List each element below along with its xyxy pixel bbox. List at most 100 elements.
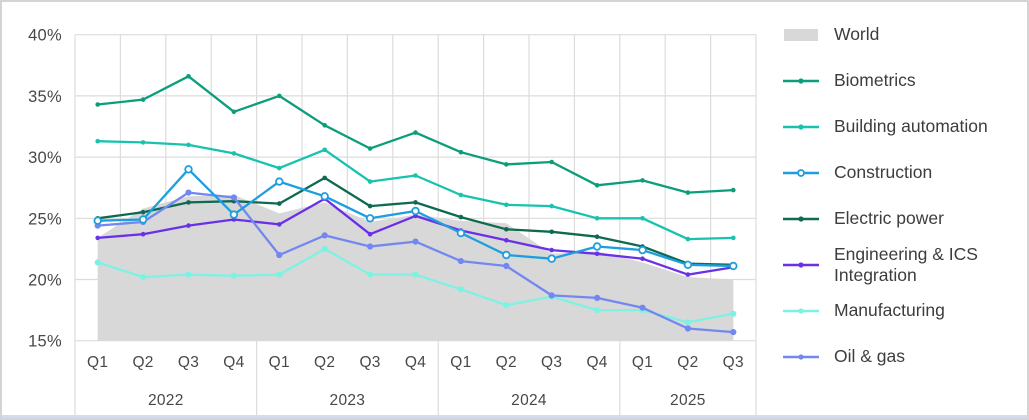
series-building-automation: [95, 138, 736, 242]
y-tick-label: 25%: [28, 210, 62, 228]
point-oil-gas: [548, 292, 555, 299]
point-engineering-ics-integration: [504, 238, 509, 243]
y-tick-label: 40%: [28, 27, 62, 45]
x-quarter-label: Q3: [178, 354, 199, 371]
legend-item-construction[interactable]: Construction: [783, 150, 1025, 196]
point-construction: [320, 192, 329, 201]
point-building-automation: [140, 140, 146, 145]
point-biometrics: [731, 187, 736, 193]
legend-swatch-engineering-ics-integration: [783, 262, 819, 268]
point-electric-power: [594, 234, 600, 239]
point-construction: [456, 228, 466, 238]
x-quarter-label: Q4: [586, 354, 607, 371]
point-oil-gas: [321, 232, 328, 239]
point-engineering-ics-integration: [186, 223, 191, 228]
point-construction: [683, 260, 693, 269]
point-building-automation: [367, 179, 373, 184]
point-biometrics: [504, 162, 509, 167]
legend-item-manufacturing[interactable]: Manufacturing: [783, 288, 1025, 334]
x-quarter-label: Q2: [677, 354, 698, 371]
x-quarter-label: Q3: [359, 354, 380, 371]
point-oil-gas: [185, 189, 192, 196]
point-building-automation: [504, 202, 509, 208]
x-year-label: 2022: [148, 392, 184, 409]
point-manufacturing: [457, 286, 464, 293]
point-engineering-ics-integration: [277, 222, 282, 227]
point-biometrics: [685, 190, 691, 195]
point-biometrics: [186, 74, 191, 79]
point-biometrics: [549, 159, 554, 165]
x-quarter-label: Q2: [314, 354, 335, 371]
point-construction: [365, 214, 375, 223]
point-electric-power: [322, 175, 328, 181]
point-engineering-ics-integration: [640, 256, 645, 261]
point-construction: [229, 210, 239, 219]
point-electric-power: [458, 214, 464, 220]
legend-item-electric-power[interactable]: Electric power: [783, 196, 1025, 242]
point-oil-gas: [367, 243, 374, 250]
y-tick-label: 30%: [28, 149, 62, 167]
legend-label: Electric power: [834, 208, 944, 229]
x-year-label: 2025: [670, 392, 706, 409]
legend-item-building-automation[interactable]: Building automation: [783, 104, 1025, 150]
legend-label: Construction: [834, 162, 933, 183]
point-manufacturing: [730, 310, 737, 317]
legend-label: Biometrics: [834, 70, 916, 91]
point-building-automation: [594, 216, 600, 221]
point-manufacturing: [140, 274, 147, 281]
point-manufacturing: [276, 271, 283, 278]
point-manufacturing: [94, 259, 101, 266]
legend-swatch-manufacturing: [783, 308, 819, 314]
point-oil-gas: [457, 258, 464, 265]
legend-item-oil-gas[interactable]: Oil & gas: [783, 334, 1025, 380]
point-construction: [729, 261, 738, 271]
point-engineering-ics-integration: [594, 251, 600, 257]
point-oil-gas: [594, 294, 601, 301]
series-biometrics: [95, 74, 736, 195]
y-tick-label: 20%: [28, 272, 62, 290]
point-manufacturing: [412, 271, 419, 278]
point-biometrics: [231, 109, 237, 115]
legend-item-biometrics[interactable]: Biometrics: [783, 58, 1025, 104]
x-year-label: 2023: [330, 392, 366, 409]
point-construction: [411, 206, 420, 216]
point-engineering-ics-integration: [95, 235, 100, 241]
legend-label: Engineering & ICS Integration: [834, 243, 978, 285]
point-construction: [547, 254, 556, 263]
point-biometrics: [95, 102, 100, 107]
x-quarter-label: Q4: [223, 354, 244, 371]
point-engineering-ics-integration: [549, 247, 554, 253]
point-building-automation: [413, 173, 418, 178]
point-manufacturing: [230, 272, 237, 279]
series-engineering-ics-integration: [95, 196, 736, 277]
point-biometrics: [413, 130, 418, 135]
point-construction: [638, 245, 647, 255]
legend-item-world[interactable]: World: [783, 12, 1025, 58]
point-electric-power: [549, 229, 554, 235]
point-building-automation: [640, 216, 645, 221]
x-quarter-label: Q1: [632, 354, 653, 371]
point-manufacturing: [321, 245, 328, 252]
x-quarter-label: Q2: [496, 354, 517, 371]
point-electric-power: [504, 227, 509, 232]
x-quarter-label: Q3: [541, 354, 562, 371]
legend-item-engineering-ics-integration[interactable]: Engineering & ICS Integration: [783, 242, 1025, 288]
point-oil-gas: [276, 251, 283, 259]
point-construction: [502, 250, 511, 260]
point-manufacturing: [594, 307, 601, 314]
point-manufacturing: [684, 319, 692, 326]
legend-swatch-oil-gas: [783, 354, 819, 360]
chart-legend: World Biometrics Building automation Constr…: [783, 12, 1025, 380]
point-construction: [93, 216, 102, 225]
point-engineering-ics-integration: [685, 272, 691, 277]
legend-label: Manufacturing: [834, 300, 945, 321]
legend-label: Building automation: [834, 116, 988, 137]
legend-swatch-world: [784, 29, 818, 41]
x-quarter-label: Q4: [405, 354, 426, 371]
point-oil-gas: [503, 262, 510, 270]
legend-swatch-building-automation: [783, 124, 819, 130]
point-manufacturing: [185, 271, 192, 278]
point-manufacturing: [503, 302, 510, 309]
point-electric-power: [277, 201, 282, 206]
